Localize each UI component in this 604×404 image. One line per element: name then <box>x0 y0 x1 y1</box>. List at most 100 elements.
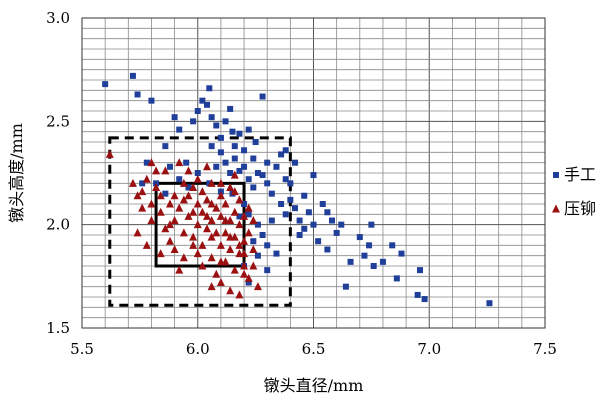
point-shougong <box>236 213 243 220</box>
point-yamao <box>235 195 244 204</box>
point-yamao <box>138 187 147 196</box>
point-yamao <box>138 203 147 212</box>
point-shougong <box>241 147 248 154</box>
point-yamao <box>235 220 244 229</box>
point-yamao <box>221 228 230 237</box>
point-yamao <box>235 290 244 299</box>
solid-box <box>154 181 246 268</box>
point-yamao <box>165 220 174 229</box>
point-yamao <box>203 211 212 220</box>
point-yamao <box>152 182 161 191</box>
point-shougong <box>148 97 155 104</box>
point-shougong <box>254 170 261 176</box>
legend-marker-shougong <box>553 172 559 178</box>
point-yamao <box>207 253 216 262</box>
point-yamao <box>240 269 249 278</box>
point-yamao <box>207 232 216 241</box>
point-yamao <box>156 207 165 216</box>
point-yamao <box>142 240 151 249</box>
point-yamao <box>253 282 262 291</box>
point-shougong <box>229 128 236 135</box>
point-yamao <box>170 244 179 253</box>
point-shougong <box>393 275 400 282</box>
point-shougong <box>264 159 271 166</box>
x-tick-label: 7.5 <box>533 340 557 358</box>
point-shougong <box>129 72 136 79</box>
point-shougong <box>278 151 285 158</box>
point-yamao <box>161 166 170 175</box>
point-yamao <box>203 224 212 233</box>
point-shougong <box>236 167 243 174</box>
point-shougong <box>264 242 271 249</box>
point-shougong <box>296 217 303 224</box>
point-yamao <box>240 249 249 258</box>
axis-layer: 5.5 6.0 6.5 7.0 7.5 1.5 2.0 2.5 3.0 镦头直径/mm 镦头高度/m… <box>7 9 557 395</box>
point-yamao <box>226 232 235 241</box>
y-tick-label: 2.5 <box>46 112 70 130</box>
point-yamao <box>152 166 161 175</box>
y-axis-title: 镦头高度/mm <box>7 123 26 223</box>
point-shougong <box>301 225 308 232</box>
point-yamao <box>244 203 253 212</box>
point-shougong <box>310 221 317 228</box>
point-shougong <box>250 184 257 191</box>
point-yamao <box>128 178 137 187</box>
point-shougong <box>282 211 289 218</box>
point-shougong <box>305 209 312 216</box>
point-shougong <box>102 81 109 88</box>
point-yamao <box>156 191 165 200</box>
point-yamao <box>249 244 258 253</box>
point-shougong <box>241 201 248 207</box>
point-shougong <box>310 172 317 179</box>
point-yamao <box>179 195 188 204</box>
point-shougong <box>208 114 215 121</box>
point-yamao <box>226 182 235 191</box>
point-yamao <box>170 191 179 200</box>
point-shougong <box>282 147 289 154</box>
point-yamao <box>198 240 207 249</box>
point-shougong <box>194 170 201 176</box>
point-shougong <box>287 196 294 203</box>
point-yamao <box>193 174 202 183</box>
point-yamao <box>198 187 207 196</box>
point-yamao <box>198 207 207 216</box>
point-yamao <box>161 224 170 233</box>
legend-label-yamao: 压铆 <box>564 199 596 218</box>
point-yamao <box>230 187 239 196</box>
point-yamao <box>198 261 207 270</box>
x-tick-label: 5.5 <box>70 340 94 358</box>
point-shougong <box>217 134 224 141</box>
point-yamao <box>179 253 188 262</box>
point-yamao <box>179 228 188 237</box>
point-yamao <box>175 203 184 212</box>
point-shougong <box>287 180 294 187</box>
point-yamao <box>193 199 202 208</box>
point-shougong <box>278 201 285 207</box>
point-shougong <box>273 163 280 170</box>
point-yamao <box>216 257 225 266</box>
point-yamao <box>212 203 221 212</box>
point-yamao <box>189 182 198 191</box>
y-tick-label: 3.0 <box>46 9 70 27</box>
point-yamao <box>156 249 165 258</box>
point-shougong <box>245 176 252 183</box>
point-shougong <box>254 252 261 259</box>
point-yamao <box>105 149 114 158</box>
point-shougong <box>254 221 261 228</box>
point-shougong <box>416 267 423 274</box>
legend-label-shougong: 手工 <box>564 165 596 184</box>
point-yamao <box>226 286 235 295</box>
point-yamao <box>249 261 258 270</box>
point-shougong <box>259 93 266 100</box>
point-shougong <box>291 205 298 212</box>
point-shougong <box>333 229 340 236</box>
point-shougong <box>222 159 229 166</box>
point-shougong <box>324 209 331 216</box>
point-shougong <box>217 149 224 156</box>
point-yamao <box>216 211 225 220</box>
point-shougong <box>227 170 234 176</box>
point-shougong <box>199 97 206 104</box>
plot-frame <box>81 17 546 329</box>
point-yamao <box>203 195 212 204</box>
